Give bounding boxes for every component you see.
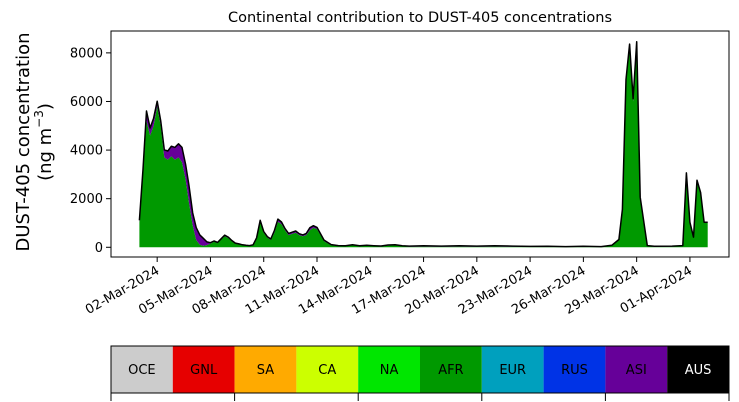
plot-area (138, 40, 708, 248)
legend-frame (110, 345, 730, 394)
y-axis-label-unit: (ng m (35, 128, 56, 181)
legend-swatch-asi (605, 346, 668, 393)
legend-label-ca: CA (318, 363, 336, 378)
legend-label-afr: AFR (438, 363, 463, 378)
legend-label-sa: SA (257, 363, 274, 378)
chart-title: Continental contribution to DUST-405 con… (228, 10, 612, 26)
legend-label-asi: ASI (626, 363, 647, 378)
y-tick-label: 0 (95, 241, 103, 256)
legend-swatch-gnl (172, 346, 235, 393)
legend-label-rus: RUS (561, 363, 588, 378)
legend-swatch-aus (667, 346, 729, 393)
legend-swatch-afr (420, 346, 482, 393)
plot-frame (110, 30, 730, 258)
legend-swatch-sa (234, 346, 297, 393)
y-tick-label: 4000 (70, 144, 103, 159)
legend-swatch-na (358, 346, 420, 393)
legend-swatch-oce (111, 346, 173, 393)
area-series-afr (139, 45, 708, 248)
y-axis-label-line2: (ng m−3) (32, 103, 56, 181)
legend-label-na: NA (380, 363, 399, 378)
y-tick-label: 8000 (70, 46, 103, 61)
y-tick-label: 2000 (70, 192, 103, 207)
region-color-legend: OCE GNL SA CA NA AFR EUR RUS ASI AUS (110, 345, 730, 401)
y-axis-label: DUST-405 concentration (ng m−3) (13, 32, 56, 251)
legend-label-oce: OCE (128, 363, 156, 378)
legend-swatch-ca (296, 346, 359, 393)
y-axis-ticks: 0 2000 4000 6000 8000 (70, 46, 111, 256)
legend-swatch-eur (481, 346, 544, 393)
y-tick-label: 6000 (70, 95, 103, 110)
legend-label-aus: AUS (685, 363, 712, 378)
legend-label-gnl: GNL (190, 363, 218, 378)
total-outline (138, 40, 708, 248)
y-axis-label-exponent: −3 (32, 110, 46, 128)
x-axis-ticks: 02-Mar-202405-Mar-202408-Mar-202411-Mar-… (83, 257, 695, 318)
legend-label-eur: EUR (499, 363, 526, 378)
y-axis-label-close: ) (35, 103, 56, 110)
legend-swatch-rus (543, 346, 606, 393)
y-axis-label-line1: DUST-405 concentration (13, 32, 34, 251)
